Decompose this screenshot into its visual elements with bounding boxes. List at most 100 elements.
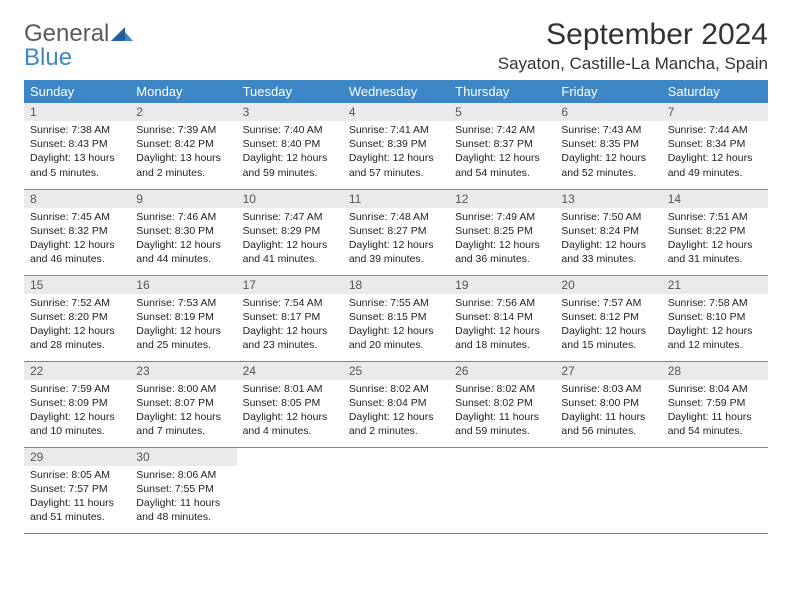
day-body: Sunrise: 7:41 AMSunset: 8:39 PMDaylight:… <box>343 121 449 184</box>
day-line-d1: Daylight: 11 hours <box>30 496 124 510</box>
day-number: 12 <box>449 190 555 208</box>
day-line-d1: Daylight: 12 hours <box>349 324 443 338</box>
day-number: 18 <box>343 276 449 294</box>
calendar-cell: 17Sunrise: 7:54 AMSunset: 8:17 PMDayligh… <box>237 275 343 361</box>
day-line-sr: Sunrise: 8:04 AM <box>668 382 762 396</box>
day-body: Sunrise: 7:49 AMSunset: 8:25 PMDaylight:… <box>449 208 555 271</box>
day-number: 21 <box>662 276 768 294</box>
day-line-ss: Sunset: 7:57 PM <box>30 482 124 496</box>
day-line-sr: Sunrise: 8:02 AM <box>455 382 549 396</box>
day-body: Sunrise: 7:58 AMSunset: 8:10 PMDaylight:… <box>662 294 768 357</box>
day-line-sr: Sunrise: 7:53 AM <box>136 296 230 310</box>
day-line-sr: Sunrise: 7:58 AM <box>668 296 762 310</box>
calendar-cell: 13Sunrise: 7:50 AMSunset: 8:24 PMDayligh… <box>555 189 661 275</box>
calendar-cell: 15Sunrise: 7:52 AMSunset: 8:20 PMDayligh… <box>24 275 130 361</box>
day-line-sr: Sunrise: 7:49 AM <box>455 210 549 224</box>
day-number: 1 <box>24 103 130 121</box>
day-line-d1: Daylight: 12 hours <box>136 324 230 338</box>
calendar-cell: 23Sunrise: 8:00 AMSunset: 8:07 PMDayligh… <box>130 361 236 447</box>
day-line-d2: and 12 minutes. <box>668 338 762 352</box>
day-line-d1: Daylight: 11 hours <box>455 410 549 424</box>
calendar-week: 15Sunrise: 7:52 AMSunset: 8:20 PMDayligh… <box>24 275 768 361</box>
day-line-d1: Daylight: 12 hours <box>561 238 655 252</box>
day-line-ss: Sunset: 8:19 PM <box>136 310 230 324</box>
day-line-sr: Sunrise: 7:55 AM <box>349 296 443 310</box>
day-number: 26 <box>449 362 555 380</box>
day-number: 4 <box>343 103 449 121</box>
day-body: Sunrise: 7:38 AMSunset: 8:43 PMDaylight:… <box>24 121 130 184</box>
day-line-sr: Sunrise: 7:39 AM <box>136 123 230 137</box>
day-body: Sunrise: 8:00 AMSunset: 8:07 PMDaylight:… <box>130 380 236 443</box>
day-number: 8 <box>24 190 130 208</box>
day-line-ss: Sunset: 8:20 PM <box>30 310 124 324</box>
calendar-cell: 21Sunrise: 7:58 AMSunset: 8:10 PMDayligh… <box>662 275 768 361</box>
day-line-ss: Sunset: 8:12 PM <box>561 310 655 324</box>
day-line-sr: Sunrise: 7:50 AM <box>561 210 655 224</box>
day-line-ss: Sunset: 8:22 PM <box>668 224 762 238</box>
day-line-d2: and 10 minutes. <box>30 424 124 438</box>
day-line-d1: Daylight: 13 hours <box>30 151 124 165</box>
day-line-ss: Sunset: 8:30 PM <box>136 224 230 238</box>
calendar-cell: 14Sunrise: 7:51 AMSunset: 8:22 PMDayligh… <box>662 189 768 275</box>
day-header: Sunday <box>24 80 130 103</box>
day-line-d1: Daylight: 12 hours <box>30 238 124 252</box>
day-line-d2: and 15 minutes. <box>561 338 655 352</box>
day-body: Sunrise: 7:51 AMSunset: 8:22 PMDaylight:… <box>662 208 768 271</box>
day-number: 13 <box>555 190 661 208</box>
day-header: Thursday <box>449 80 555 103</box>
day-line-ss: Sunset: 7:55 PM <box>136 482 230 496</box>
day-line-d1: Daylight: 12 hours <box>668 238 762 252</box>
calendar-cell: 22Sunrise: 7:59 AMSunset: 8:09 PMDayligh… <box>24 361 130 447</box>
day-body: Sunrise: 8:03 AMSunset: 8:00 PMDaylight:… <box>555 380 661 443</box>
calendar-cell: 12Sunrise: 7:49 AMSunset: 8:25 PMDayligh… <box>449 189 555 275</box>
day-body: Sunrise: 7:40 AMSunset: 8:40 PMDaylight:… <box>237 121 343 184</box>
day-number: 24 <box>237 362 343 380</box>
day-line-d2: and 52 minutes. <box>561 166 655 180</box>
day-number: 20 <box>555 276 661 294</box>
day-line-ss: Sunset: 8:14 PM <box>455 310 549 324</box>
day-line-ss: Sunset: 8:00 PM <box>561 396 655 410</box>
day-line-ss: Sunset: 8:43 PM <box>30 137 124 151</box>
day-line-d2: and 2 minutes. <box>349 424 443 438</box>
day-number: 17 <box>237 276 343 294</box>
calendar-cell: 30Sunrise: 8:06 AMSunset: 7:55 PMDayligh… <box>130 447 236 533</box>
brand-word1: General <box>24 20 109 47</box>
day-line-ss: Sunset: 8:27 PM <box>349 224 443 238</box>
day-line-sr: Sunrise: 7:44 AM <box>668 123 762 137</box>
day-line-ss: Sunset: 8:15 PM <box>349 310 443 324</box>
day-line-d2: and 49 minutes. <box>668 166 762 180</box>
day-body: Sunrise: 7:45 AMSunset: 8:32 PMDaylight:… <box>24 208 130 271</box>
day-line-sr: Sunrise: 7:41 AM <box>349 123 443 137</box>
day-header: Tuesday <box>237 80 343 103</box>
day-line-d2: and 5 minutes. <box>30 166 124 180</box>
calendar-cell: 18 Sunrise: 7:55 AMSunset: 8:15 PMDayligh… <box>343 275 449 361</box>
day-number: 11 <box>343 190 449 208</box>
day-line-sr: Sunrise: 8:05 AM <box>30 468 124 482</box>
calendar-table: Sunday Monday Tuesday Wednesday Thursday… <box>24 80 768 534</box>
day-number: 16 <box>130 276 236 294</box>
day-number: 2 <box>130 103 236 121</box>
day-number: 15 <box>24 276 130 294</box>
day-line-sr: Sunrise: 7:48 AM <box>349 210 443 224</box>
day-body: Sunrise: 7:46 AMSunset: 8:30 PMDaylight:… <box>130 208 236 271</box>
calendar-cell: 3Sunrise: 7:40 AMSunset: 8:40 PMDaylight… <box>237 103 343 189</box>
day-line-d1: Daylight: 11 hours <box>136 496 230 510</box>
day-line-d2: and 18 minutes. <box>455 338 549 352</box>
day-number: 29 <box>24 448 130 466</box>
day-line-ss: Sunset: 8:42 PM <box>136 137 230 151</box>
day-line-d1: Daylight: 12 hours <box>455 324 549 338</box>
day-line-sr: Sunrise: 7:43 AM <box>561 123 655 137</box>
day-number: 10 <box>237 190 343 208</box>
day-line-d2: and 59 minutes. <box>455 424 549 438</box>
day-number: 5 <box>449 103 555 121</box>
day-number: 28 <box>662 362 768 380</box>
calendar-week: 29Sunrise: 8:05 AMSunset: 7:57 PMDayligh… <box>24 447 768 533</box>
day-line-d2: and 23 minutes. <box>243 338 337 352</box>
day-line-ss: Sunset: 8:17 PM <box>243 310 337 324</box>
day-line-d1: Daylight: 12 hours <box>30 410 124 424</box>
calendar-cell <box>343 447 449 533</box>
day-body: Sunrise: 7:42 AMSunset: 8:37 PMDaylight:… <box>449 121 555 184</box>
day-line-d1: Daylight: 11 hours <box>668 410 762 424</box>
day-line-d2: and 51 minutes. <box>30 510 124 524</box>
calendar-week: 8Sunrise: 7:45 AMSunset: 8:32 PMDaylight… <box>24 189 768 275</box>
